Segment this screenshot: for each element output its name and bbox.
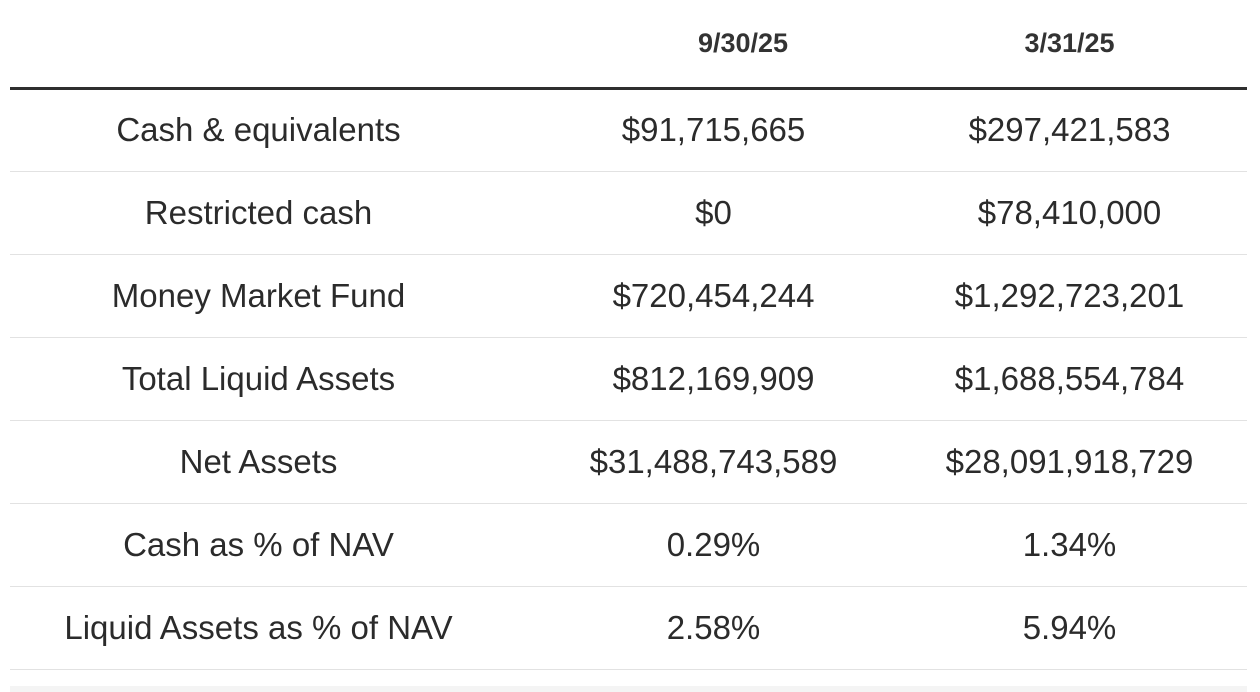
row-label: Cash & equivalents (10, 88, 536, 172)
table-header: 9/30/25 3/31/25 (10, 0, 1247, 90)
table-row: Cash & equivalents $91,715,665 $297,421,… (10, 88, 1247, 172)
row-label: Liquid Assets as % of NAV (10, 586, 536, 670)
bottom-divider (10, 686, 1247, 692)
header-row: 9/30/25 3/31/25 (10, 0, 1247, 90)
table-row: Liquid Assets as % of NAV 2.58% 5.94% (10, 586, 1247, 670)
row-value-date-1: $720,454,244 (536, 254, 892, 338)
row-value-date-2: 1.34% (892, 503, 1247, 587)
table-body: Cash & equivalents $91,715,665 $297,421,… (10, 88, 1247, 670)
row-label: Restricted cash (10, 171, 536, 255)
table-row: Total Liquid Assets $812,169,909 $1,688,… (10, 337, 1247, 421)
row-label: Money Market Fund (10, 254, 536, 338)
row-value-date-1: 0.29% (536, 503, 892, 587)
header-label-column (10, 0, 536, 90)
row-label: Total Liquid Assets (10, 337, 536, 421)
table-row: Cash as % of NAV 0.29% 1.34% (10, 503, 1247, 587)
row-label: Cash as % of NAV (10, 503, 536, 587)
liquidity-table: 9/30/25 3/31/25 Cash & equivalents $91,7… (10, 0, 1247, 670)
table-row: Restricted cash $0 $78,410,000 (10, 171, 1247, 255)
row-value-date-2: $28,091,918,729 (892, 420, 1247, 504)
row-value-date-1: $91,715,665 (536, 88, 892, 172)
row-value-date-2: $1,688,554,784 (892, 337, 1247, 421)
header-date-2: 3/31/25 (892, 0, 1247, 90)
row-value-date-2: $78,410,000 (892, 171, 1247, 255)
row-label: Net Assets (10, 420, 536, 504)
row-value-date-1: $0 (536, 171, 892, 255)
row-value-date-1: $812,169,909 (536, 337, 892, 421)
table-row: Net Assets $31,488,743,589 $28,091,918,7… (10, 420, 1247, 504)
header-date-1: 9/30/25 (536, 0, 892, 90)
row-value-date-2: 5.94% (892, 586, 1247, 670)
row-value-date-1: $31,488,743,589 (536, 420, 892, 504)
row-value-date-2: $1,292,723,201 (892, 254, 1247, 338)
row-value-date-2: $297,421,583 (892, 88, 1247, 172)
liquidity-table-container: 9/30/25 3/31/25 Cash & equivalents $91,7… (10, 0, 1247, 670)
row-value-date-1: 2.58% (536, 586, 892, 670)
table-row: Money Market Fund $720,454,244 $1,292,72… (10, 254, 1247, 338)
